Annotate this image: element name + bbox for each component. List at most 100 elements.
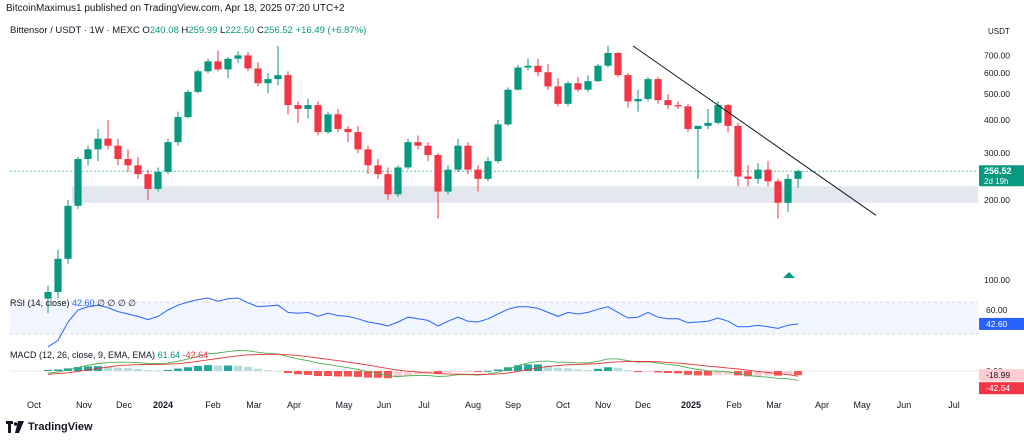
macd-histogram-bar bbox=[254, 368, 262, 371]
candle-body bbox=[554, 86, 562, 104]
macd-histogram-bar bbox=[604, 367, 612, 371]
candle bbox=[634, 89, 642, 112]
macd-histogram-bar bbox=[284, 371, 292, 373]
macd-histogram-bar bbox=[214, 365, 222, 371]
candle bbox=[674, 101, 682, 109]
macd-histogram-bar bbox=[644, 371, 652, 372]
candle-body bbox=[184, 91, 192, 118]
price-tick-label: 200.00 bbox=[984, 195, 1010, 205]
candle bbox=[364, 145, 372, 175]
macd-histogram-bar bbox=[724, 371, 732, 375]
candle-body bbox=[784, 178, 792, 203]
candle bbox=[464, 142, 472, 175]
candle-body bbox=[284, 75, 292, 106]
macd-histogram-bar bbox=[84, 366, 92, 371]
macd-histogram-bar bbox=[384, 371, 392, 379]
candle bbox=[144, 169, 152, 200]
candle-body bbox=[584, 81, 592, 90]
macd-signal-line bbox=[47, 353, 799, 377]
macd-histogram-bar bbox=[314, 371, 322, 377]
candle-body bbox=[474, 169, 482, 179]
macd-badge bbox=[979, 382, 1024, 395]
macd-histogram-bar bbox=[754, 371, 762, 377]
candle-body bbox=[124, 159, 132, 166]
candle-body bbox=[354, 132, 362, 150]
tradingview-brand: TradingView bbox=[28, 421, 93, 433]
candle-body bbox=[54, 258, 62, 292]
symbol-name: Bittensor / USDT · 1W · MEXC bbox=[10, 25, 140, 36]
candle-body bbox=[744, 176, 752, 179]
macd-value: 61.64 bbox=[157, 350, 181, 360]
x-tick-label: Mar bbox=[766, 400, 782, 410]
candle bbox=[444, 165, 452, 195]
candle-body bbox=[364, 149, 372, 166]
candle bbox=[204, 58, 212, 74]
candle bbox=[324, 111, 332, 134]
candle bbox=[584, 75, 592, 92]
macd-histogram-bar bbox=[124, 368, 132, 371]
candle-body bbox=[314, 105, 322, 133]
x-tick-label: Dec bbox=[635, 400, 652, 410]
candle bbox=[664, 94, 672, 109]
candle bbox=[354, 125, 362, 154]
price-tick-label: 100.00 bbox=[984, 275, 1010, 285]
macd-histogram-bar bbox=[204, 365, 212, 371]
macd-histogram-bar bbox=[634, 371, 642, 372]
candle-body bbox=[344, 128, 352, 133]
candle-body bbox=[754, 169, 762, 179]
candle-body bbox=[214, 61, 222, 70]
candle-body bbox=[254, 68, 262, 84]
candle-body bbox=[724, 105, 732, 126]
x-tick-label: 2025 bbox=[681, 400, 701, 410]
macd-histogram-bar bbox=[444, 371, 452, 373]
candle bbox=[474, 165, 482, 192]
candle bbox=[534, 58, 542, 77]
candle-body bbox=[614, 52, 622, 76]
macd-histogram-bar bbox=[344, 371, 352, 377]
rsi-value: 42.60 bbox=[72, 298, 95, 308]
tradingview-logo: TradingView bbox=[6, 421, 93, 433]
candle-body bbox=[44, 292, 52, 299]
x-tick-label: Mar bbox=[246, 400, 262, 410]
rsi-legend: RSI (14, close) 42.60 ∅ ∅ ∅ ∅ bbox=[10, 298, 136, 309]
macd-histogram-bar bbox=[104, 366, 112, 371]
macd-histogram-bar bbox=[654, 371, 662, 373]
macd-histogram-bar bbox=[354, 371, 362, 377]
macd-histogram-bar bbox=[594, 368, 602, 371]
macd-histogram-bar bbox=[264, 370, 272, 372]
macd-histogram-bar bbox=[624, 370, 632, 372]
rsi-title: RSI (14, close) bbox=[10, 298, 70, 308]
x-tick-label: Apr bbox=[815, 400, 829, 410]
candle bbox=[54, 249, 62, 299]
candle bbox=[224, 57, 232, 79]
candle-body bbox=[374, 165, 382, 175]
macd-histogram-bar bbox=[784, 371, 792, 375]
x-tick-label: Dec bbox=[116, 400, 133, 410]
candle bbox=[694, 125, 702, 179]
macd-histogram-bar bbox=[374, 371, 382, 378]
x-tick-label: Sep bbox=[505, 400, 521, 410]
macd-histogram-bar bbox=[494, 369, 502, 371]
x-tick-label: Jul bbox=[418, 400, 430, 410]
ohlc-high-label: H bbox=[181, 25, 189, 36]
macd-histogram-bar bbox=[664, 371, 672, 373]
candle bbox=[334, 108, 342, 133]
macd-histogram-bar bbox=[234, 365, 242, 371]
macd-histogram-bar bbox=[144, 370, 152, 372]
candle-body bbox=[704, 122, 712, 126]
candle bbox=[564, 81, 572, 107]
price-badge-countdown: 2d 19h bbox=[984, 177, 1008, 186]
symbol-legend: Bittensor / USDT · 1W · MEXC O240.08 H25… bbox=[10, 25, 366, 36]
candle bbox=[614, 52, 622, 78]
ohlc-low-label: L bbox=[220, 25, 226, 36]
candle bbox=[424, 142, 432, 162]
x-tick-label: Oct bbox=[556, 400, 571, 410]
rsi-placeholder: ∅ bbox=[97, 298, 105, 308]
candle bbox=[384, 167, 392, 200]
candle-body bbox=[84, 149, 92, 160]
macd-histogram-bar bbox=[364, 371, 372, 378]
price-badge bbox=[979, 165, 1024, 187]
trendline bbox=[632, 45, 877, 216]
price-tick-label: 500.00 bbox=[984, 89, 1010, 99]
macd-histogram-bar bbox=[184, 367, 192, 371]
